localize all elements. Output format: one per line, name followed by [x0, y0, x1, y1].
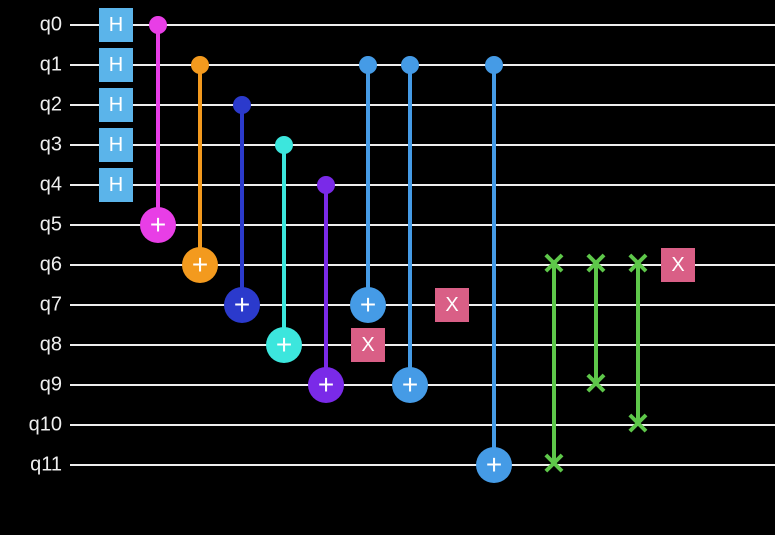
hadamard-gate: H	[99, 128, 133, 162]
qubit-wire	[70, 104, 775, 106]
cnot-connector	[324, 185, 328, 385]
cnot-control	[233, 96, 251, 114]
cnot-control	[191, 56, 209, 74]
qubit-label: q9	[0, 374, 62, 397]
hadamard-gate: H	[99, 8, 133, 42]
cnot-connector	[366, 65, 370, 305]
hadamard-gate: H	[99, 48, 133, 82]
qubit-wire	[70, 64, 775, 66]
swap-x-icon: ✕	[583, 370, 608, 400]
cnot-control	[485, 56, 503, 74]
cnot-control	[275, 136, 293, 154]
cnot-target: +	[266, 327, 302, 363]
cnot-target: +	[182, 247, 218, 283]
pauli-x-gate: X	[661, 248, 695, 282]
hadamard-gate: H	[99, 88, 133, 122]
cnot-target: +	[308, 367, 344, 403]
qubit-wire	[70, 424, 775, 426]
swap-x-icon: ✕	[583, 250, 608, 280]
swap-x-icon: ✕	[541, 250, 566, 280]
qubit-label: q11	[0, 454, 62, 477]
pauli-x-gate: X	[435, 288, 469, 322]
qubit-label: q10	[0, 414, 62, 437]
qubit-label: q4	[0, 174, 62, 197]
hadamard-gate: H	[99, 168, 133, 202]
cnot-connector	[156, 25, 160, 225]
qubit-wire	[70, 304, 775, 306]
cnot-connector	[492, 65, 496, 465]
qubit-label: q3	[0, 134, 62, 157]
qubit-wire	[70, 144, 775, 146]
qubit-label: q6	[0, 254, 62, 277]
qubit-wire	[70, 24, 775, 26]
quantum-circuit-diagram: q0q1q2q3q4q5q6q7q8q9q10q11HHHHH++++++++X…	[0, 0, 775, 535]
qubit-label: q5	[0, 214, 62, 237]
swap-x-icon: ✕	[625, 250, 650, 280]
cnot-target: +	[140, 207, 176, 243]
qubit-label: q8	[0, 334, 62, 357]
cnot-control	[359, 56, 377, 74]
swap-connector	[594, 265, 598, 385]
pauli-x-gate: X	[351, 328, 385, 362]
swap-connector	[552, 265, 556, 465]
cnot-target: +	[392, 367, 428, 403]
cnot-connector	[282, 145, 286, 345]
swap-x-icon: ✕	[541, 450, 566, 480]
cnot-control	[401, 56, 419, 74]
qubit-label: q0	[0, 14, 62, 37]
cnot-connector	[198, 65, 202, 265]
qubit-wire	[70, 184, 775, 186]
qubit-wire	[70, 344, 775, 346]
cnot-target: +	[350, 287, 386, 323]
cnot-target: +	[224, 287, 260, 323]
cnot-connector	[240, 105, 244, 305]
cnot-control	[317, 176, 335, 194]
cnot-control	[149, 16, 167, 34]
cnot-target: +	[476, 447, 512, 483]
qubit-label: q7	[0, 294, 62, 317]
cnot-connector	[408, 65, 412, 385]
qubit-label: q2	[0, 94, 62, 117]
qubit-label: q1	[0, 54, 62, 77]
swap-x-icon: ✕	[625, 410, 650, 440]
swap-connector	[636, 265, 640, 425]
qubit-wire	[70, 464, 775, 466]
